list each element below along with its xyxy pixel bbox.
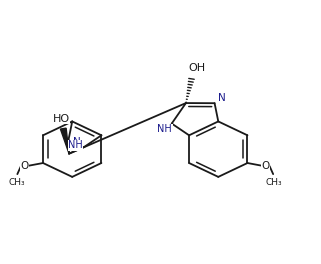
Text: CH₃: CH₃ <box>265 178 282 187</box>
Text: O: O <box>21 161 29 171</box>
Text: O: O <box>262 161 270 171</box>
Text: OH: OH <box>189 63 206 73</box>
Text: NH: NH <box>157 124 172 134</box>
Text: N: N <box>73 137 81 147</box>
Text: NH: NH <box>68 140 83 150</box>
Text: HO: HO <box>52 114 70 124</box>
Text: N: N <box>218 93 226 103</box>
Text: CH₃: CH₃ <box>8 178 25 187</box>
Polygon shape <box>60 128 69 154</box>
